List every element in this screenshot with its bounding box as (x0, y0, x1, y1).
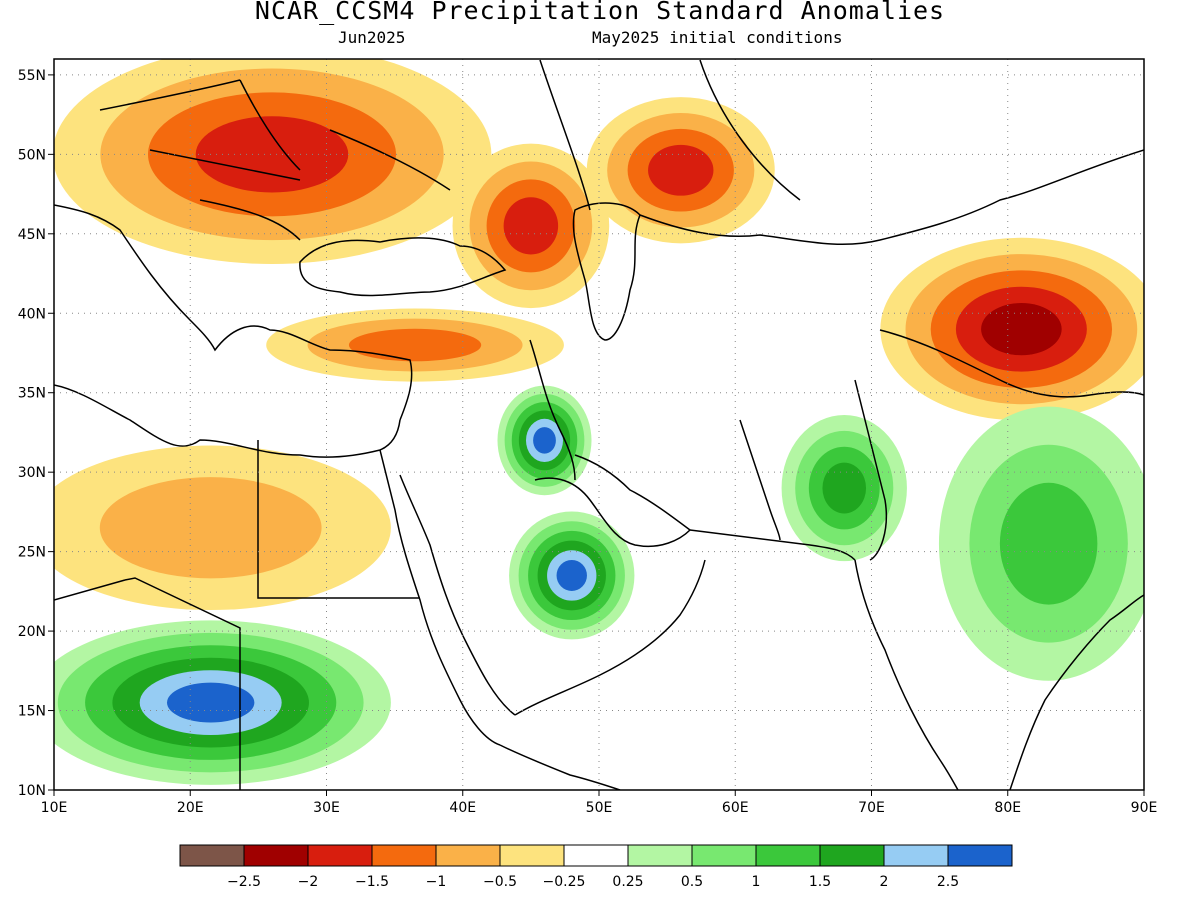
border-sahara (54, 579, 126, 601)
colorbar-swatch (435, 844, 501, 867)
colorbar-swatch (179, 844, 245, 867)
lat-tick-label: 10N (18, 783, 46, 799)
border-central-asia (639, 149, 1144, 246)
coastlines-and-borders (54, 59, 1144, 790)
anomaly-contour-5-1 (99, 477, 322, 579)
iran-pakistan-coast (689, 529, 856, 561)
valid-month-label: Jun2025 (338, 28, 406, 47)
arabia-south-coast (514, 559, 706, 716)
colorbar-swatch (307, 844, 373, 867)
india-east-coast (1009, 594, 1144, 790)
colorbar-swatch (819, 844, 885, 867)
lat-tick-label: 40N (18, 306, 46, 322)
lon-tick-label: 70E (858, 800, 885, 816)
anomaly-contour-0-3 (195, 116, 349, 193)
lat-tick-label: 45N (18, 227, 46, 243)
colorbar-label: 2.5 (937, 874, 959, 890)
colorbar-label: 0.5 (681, 874, 703, 890)
colorbar-swatch (947, 844, 1013, 867)
anomaly-contour-9-3 (822, 462, 867, 514)
colorbar-swatch (563, 844, 629, 867)
lat-tick-label: 35N (18, 386, 46, 402)
colorbar: −2.5 −2 −1.5 −1 −0.5 −0.25 0.25 0.5 1 1.5 2 2.5 (179, 844, 1013, 890)
lat-tick-label: 20N (18, 624, 46, 640)
border-europe (99, 79, 451, 241)
colorbar-label: −2 (298, 874, 319, 890)
colorbar-swatch (883, 844, 949, 867)
caspian-sea-outline (572, 202, 641, 341)
gulf-of-aden-coast (499, 744, 621, 790)
border-kazakh-russia (539, 59, 801, 211)
anomaly-contour-6-5 (533, 427, 556, 454)
india-west-coast (854, 559, 959, 790)
anomaly-contour-2-3 (648, 144, 714, 196)
border-china (879, 329, 1144, 398)
colorbar-label: −1 (426, 874, 447, 890)
lon-tick-label: 90E (1131, 800, 1158, 816)
arabia-west-coast (399, 474, 516, 716)
map-title: NCAR_CCSM4 Precipitation Standard Anomal… (254, 0, 946, 25)
colorbar-label: −0.5 (483, 874, 517, 890)
lat-tick-label: 55N (18, 68, 46, 84)
colorbar-label: 1 (752, 874, 761, 890)
colorbar-swatch (691, 844, 757, 867)
colorbar-swatch (499, 844, 565, 867)
lat-tick-label: 30N (18, 465, 46, 481)
anomaly-contour-7-5 (556, 559, 587, 591)
border-india-pakistan (854, 379, 888, 561)
lat-tick-label: 25N (18, 545, 46, 561)
colorbar-swatch (243, 844, 309, 867)
border-iran-pakistan (739, 419, 781, 541)
anomaly-contour-1-3 (503, 197, 559, 255)
lat-tick-label: 50N (18, 147, 46, 163)
red-sea-west-coast (379, 449, 501, 746)
colorbar-label: 2 (880, 874, 889, 890)
lon-tick-label: 40E (449, 800, 476, 816)
lon-tick-label: 50E (586, 800, 613, 816)
anomaly-contour-4-2 (348, 328, 482, 362)
lon-tick-label: 30E (313, 800, 340, 816)
anomaly-contour-3-4 (981, 303, 1062, 356)
colorbar-label: −1.5 (355, 874, 389, 890)
lon-tick-label: 60E (722, 800, 749, 816)
anomaly-contour-10-2 (999, 482, 1098, 605)
colorbar-swatch (755, 844, 821, 867)
mediterranean-north-coast (54, 204, 413, 421)
black-sea-outline (299, 237, 507, 297)
colorbar-swatch (371, 844, 437, 867)
colorbar-label: −2.5 (227, 874, 261, 890)
lon-tick-label: 80E (994, 800, 1021, 816)
border-iraq-iran (529, 339, 576, 481)
colorbar-label: 0.25 (612, 874, 643, 890)
axis-ticks: 10E 20E 30E 40E 50E 60E 70E 80E 90E 55N 50N 45N 40N 3… (18, 68, 1158, 816)
colorbar-label: −0.25 (543, 874, 586, 890)
lon-tick-label: 10E (41, 800, 68, 816)
colorbar-label: 1.5 (809, 874, 831, 890)
colorbar-swatch (627, 844, 693, 867)
lat-tick-label: 15N (18, 704, 46, 720)
anomaly-contour-8-5 (167, 682, 255, 723)
border-chad (124, 577, 241, 790)
north-africa-coast (54, 384, 401, 458)
lon-tick-label: 20E (177, 800, 204, 816)
persian-gulf-outline (534, 454, 692, 547)
initial-conditions-label: May2025 initial conditions (592, 28, 843, 47)
anomaly-fill-layer (54, 59, 1144, 785)
border-libya-egypt (257, 440, 420, 599)
